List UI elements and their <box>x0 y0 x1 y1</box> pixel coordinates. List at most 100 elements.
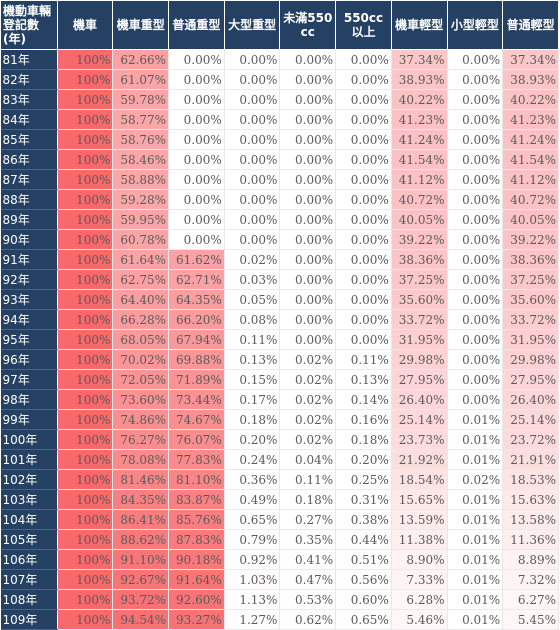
cell-heavy[interactable]: 60.78% <box>112 229 170 250</box>
cell-regular-heavy[interactable]: 90.18% <box>168 549 225 570</box>
cell-regular-heavy[interactable]: 0.00% <box>168 49 225 70</box>
cell-small-light[interactable]: 0.01% <box>447 449 504 470</box>
cell-small-light[interactable]: 0.00% <box>447 249 504 270</box>
cell-regular-heavy[interactable]: 81.10% <box>168 469 225 490</box>
cell-light[interactable]: 41.54% <box>391 149 448 170</box>
cell-motorcycle[interactable]: 100% <box>57 89 114 110</box>
cell-regular-heavy[interactable]: 76.07% <box>168 429 225 450</box>
cell-light[interactable]: 26.40% <box>391 389 448 410</box>
cell-motorcycle[interactable]: 100% <box>57 289 114 310</box>
cell-large-heavy[interactable]: 0.18% <box>224 409 281 430</box>
cell-regular-light[interactable]: 15.63% <box>502 489 559 510</box>
cell-heavy[interactable]: 72.05% <box>112 369 170 390</box>
cell-small-light[interactable]: 0.01% <box>447 509 504 530</box>
row-header-year[interactable]: 87年 <box>0 169 58 190</box>
cell-under-550cc[interactable]: 0.00% <box>279 129 337 150</box>
cell-regular-heavy[interactable]: 0.00% <box>168 209 225 230</box>
cell-under-550cc[interactable]: 0.35% <box>279 529 337 550</box>
cell-large-heavy[interactable]: 0.17% <box>224 389 281 410</box>
row-header-year[interactable]: 88年 <box>0 189 58 210</box>
cell-light[interactable]: 18.54% <box>391 469 448 490</box>
cell-under-550cc[interactable]: 0.18% <box>279 489 337 510</box>
cell-regular-heavy[interactable]: 0.00% <box>168 169 225 190</box>
cell-small-light[interactable]: 0.00% <box>447 109 504 130</box>
cell-regular-light[interactable]: 13.58% <box>502 509 559 530</box>
cell-motorcycle[interactable]: 100% <box>57 269 114 290</box>
cell-under-550cc[interactable]: 0.02% <box>279 389 337 410</box>
cell-large-heavy[interactable]: 0.36% <box>224 469 281 490</box>
cell-large-heavy[interactable]: 0.00% <box>224 69 281 90</box>
cell-small-light[interactable]: 0.01% <box>447 569 504 590</box>
cell-motorcycle[interactable]: 100% <box>57 569 114 590</box>
row-header-year[interactable]: 89年 <box>0 209 58 230</box>
row-header-year[interactable]: 96年 <box>0 349 58 370</box>
column-header-small-light[interactable]: 小型輕型 <box>446 0 504 50</box>
cell-motorcycle[interactable]: 100% <box>57 409 114 430</box>
cell-light[interactable]: 11.38% <box>391 529 448 550</box>
cell-under-550cc[interactable]: 0.00% <box>279 189 337 210</box>
cell-under-550cc[interactable]: 0.00% <box>279 329 337 350</box>
cell-small-light[interactable]: 0.01% <box>447 529 504 550</box>
cell-under-550cc[interactable]: 0.00% <box>279 169 337 190</box>
cell-550cc-plus[interactable]: 0.44% <box>335 529 392 550</box>
cell-regular-light[interactable]: 25.14% <box>502 409 559 430</box>
cell-regular-light[interactable]: 5.45% <box>502 609 559 630</box>
cell-motorcycle[interactable]: 100% <box>57 109 114 130</box>
cell-small-light[interactable]: 0.00% <box>447 369 504 390</box>
cell-550cc-plus[interactable]: 0.38% <box>335 509 392 530</box>
cell-large-heavy[interactable]: 0.08% <box>224 309 281 330</box>
cell-regular-heavy[interactable]: 66.20% <box>168 309 225 330</box>
cell-550cc-plus[interactable]: 0.00% <box>335 209 392 230</box>
cell-light[interactable]: 41.24% <box>391 129 448 150</box>
cell-small-light[interactable]: 0.00% <box>447 289 504 310</box>
cell-under-550cc[interactable]: 0.00% <box>279 309 337 330</box>
cell-under-550cc[interactable]: 0.02% <box>279 429 337 450</box>
cell-heavy[interactable]: 74.86% <box>112 409 170 430</box>
cell-regular-light[interactable]: 31.95% <box>502 329 559 350</box>
cell-heavy[interactable]: 58.46% <box>112 149 170 170</box>
cell-regular-light[interactable]: 8.89% <box>502 549 559 570</box>
cell-large-heavy[interactable]: 0.15% <box>224 369 281 390</box>
cell-550cc-plus[interactable]: 0.25% <box>335 469 392 490</box>
cell-light[interactable]: 29.98% <box>391 349 448 370</box>
cell-regular-heavy[interactable]: 93.27% <box>168 609 225 630</box>
cell-heavy[interactable]: 59.28% <box>112 189 170 210</box>
cell-regular-light[interactable]: 40.22% <box>502 89 559 110</box>
cell-small-light[interactable]: 0.00% <box>447 129 504 150</box>
cell-regular-light[interactable]: 11.36% <box>502 529 559 550</box>
row-header-year[interactable]: 83年 <box>0 89 58 110</box>
cell-550cc-plus[interactable]: 0.31% <box>335 489 392 510</box>
column-header-motorcycle[interactable]: 機車 <box>56 0 114 50</box>
row-header-year[interactable]: 99年 <box>0 409 58 430</box>
cell-regular-heavy[interactable]: 0.00% <box>168 189 225 210</box>
row-header-year[interactable]: 97年 <box>0 369 58 390</box>
cell-under-550cc[interactable]: 0.11% <box>279 469 337 490</box>
cell-550cc-plus[interactable]: 0.00% <box>335 89 392 110</box>
cell-550cc-plus[interactable]: 0.65% <box>335 609 392 630</box>
cell-large-heavy[interactable]: 0.11% <box>224 329 281 350</box>
cell-motorcycle[interactable]: 100% <box>57 229 114 250</box>
cell-small-light[interactable]: 0.00% <box>447 309 504 330</box>
cell-large-heavy[interactable]: 0.92% <box>224 549 281 570</box>
cell-small-light[interactable]: 0.00% <box>447 389 504 410</box>
cell-regular-heavy[interactable]: 0.00% <box>168 69 225 90</box>
cell-small-light[interactable]: 0.01% <box>447 609 504 630</box>
cell-regular-heavy[interactable]: 62.71% <box>168 269 225 290</box>
cell-motorcycle[interactable]: 100% <box>57 309 114 330</box>
cell-light[interactable]: 41.23% <box>391 109 448 130</box>
cell-small-light[interactable]: 0.01% <box>447 489 504 510</box>
cell-heavy[interactable]: 86.41% <box>112 509 170 530</box>
cell-regular-light[interactable]: 40.72% <box>502 189 559 210</box>
cell-large-heavy[interactable]: 0.20% <box>224 429 281 450</box>
cell-light[interactable]: 25.14% <box>391 409 448 430</box>
column-header-under-550cc[interactable]: 未滿550cc <box>279 0 337 50</box>
row-header-year[interactable]: 109年 <box>0 609 58 630</box>
cell-small-light[interactable]: 0.00% <box>447 49 504 70</box>
cell-motorcycle[interactable]: 100% <box>57 489 114 510</box>
column-header-regular-light[interactable]: 普通輕型 <box>502 0 559 50</box>
cell-motorcycle[interactable]: 100% <box>57 549 114 570</box>
cell-motorcycle[interactable]: 100% <box>57 69 114 90</box>
cell-under-550cc[interactable]: 0.00% <box>279 209 337 230</box>
cell-motorcycle[interactable]: 100% <box>57 189 114 210</box>
cell-550cc-plus[interactable]: 0.18% <box>335 429 392 450</box>
